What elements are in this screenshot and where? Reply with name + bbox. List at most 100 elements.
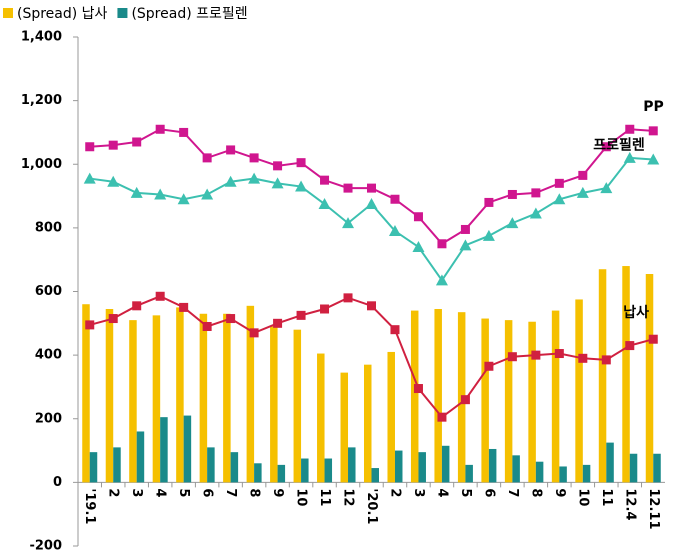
marker bbox=[484, 197, 494, 207]
marker bbox=[437, 239, 447, 249]
marker bbox=[529, 207, 542, 219]
bar bbox=[394, 450, 403, 483]
bar bbox=[348, 447, 356, 483]
marker bbox=[85, 320, 95, 330]
marker bbox=[554, 178, 564, 188]
marker bbox=[108, 140, 118, 150]
legend-label: (Spread) 프로필렌 bbox=[131, 6, 247, 22]
marker bbox=[295, 180, 308, 192]
marker bbox=[601, 355, 611, 365]
marker bbox=[154, 188, 167, 200]
marker bbox=[507, 352, 517, 362]
marker bbox=[367, 183, 376, 193]
marker bbox=[412, 240, 425, 252]
bar bbox=[504, 320, 513, 483]
bar bbox=[277, 464, 286, 483]
bar bbox=[418, 452, 426, 483]
bar bbox=[441, 445, 450, 483]
marker bbox=[249, 328, 259, 338]
x-tick-label: '20.1 bbox=[364, 488, 379, 524]
x-tick-label: 7 bbox=[223, 488, 238, 497]
y-tick-label: -200 bbox=[29, 539, 62, 553]
bar bbox=[301, 458, 309, 483]
x-tick-label: 9 bbox=[270, 488, 285, 497]
marker bbox=[367, 301, 376, 311]
marker bbox=[390, 325, 400, 335]
marker bbox=[554, 349, 564, 359]
marker bbox=[460, 395, 470, 405]
marker bbox=[343, 183, 353, 193]
marker bbox=[318, 198, 331, 210]
bar bbox=[528, 321, 536, 483]
marker bbox=[179, 302, 189, 312]
marker bbox=[249, 153, 259, 163]
x-tick-label: 12.11 bbox=[646, 488, 661, 529]
marker bbox=[553, 193, 566, 205]
marker bbox=[482, 229, 495, 241]
marker bbox=[130, 186, 143, 198]
bar bbox=[89, 452, 98, 483]
bar bbox=[434, 308, 442, 483]
x-tick-label: 6 bbox=[200, 488, 215, 497]
marker bbox=[601, 142, 611, 152]
marker bbox=[390, 194, 400, 204]
marker bbox=[506, 217, 519, 229]
marker bbox=[578, 170, 588, 180]
marker bbox=[435, 274, 448, 286]
marker bbox=[107, 175, 120, 187]
marker bbox=[177, 193, 190, 205]
marker bbox=[531, 188, 541, 198]
x-tick-label: 11 bbox=[599, 488, 614, 506]
marker bbox=[342, 217, 355, 229]
marker bbox=[647, 153, 660, 165]
marker bbox=[132, 301, 142, 311]
line bbox=[89, 156, 654, 283]
marker bbox=[296, 310, 306, 320]
bar bbox=[622, 266, 630, 483]
x-tick-label: 2 bbox=[387, 488, 402, 497]
y-tick-label: 1,400 bbox=[21, 30, 62, 45]
bar bbox=[559, 466, 567, 483]
marker bbox=[132, 137, 142, 147]
x-tick-label: 2 bbox=[106, 488, 121, 497]
marker bbox=[271, 177, 284, 189]
marker bbox=[273, 318, 283, 328]
bar bbox=[481, 318, 489, 483]
marker bbox=[460, 224, 470, 234]
x-tick-label: '19.1 bbox=[82, 488, 97, 524]
marker bbox=[648, 126, 658, 136]
bar bbox=[152, 315, 161, 483]
bar bbox=[270, 326, 278, 483]
marker bbox=[202, 321, 212, 331]
marker bbox=[273, 161, 283, 171]
y-tick-label: 1,000 bbox=[21, 157, 62, 172]
marker bbox=[437, 412, 447, 422]
marker bbox=[413, 384, 423, 394]
x-tick-label: 8 bbox=[528, 488, 543, 497]
y-tick-label: 1,200 bbox=[21, 93, 62, 108]
bar bbox=[645, 274, 654, 483]
marker bbox=[648, 334, 658, 344]
marker bbox=[320, 175, 330, 185]
y-tick-label: 200 bbox=[35, 411, 62, 426]
x-tick-label: 4 bbox=[153, 488, 168, 497]
bar bbox=[113, 447, 121, 483]
bar bbox=[653, 453, 661, 483]
marker bbox=[413, 212, 423, 222]
marker bbox=[600, 182, 613, 194]
bar bbox=[371, 468, 379, 483]
marker bbox=[108, 314, 118, 324]
bar bbox=[512, 455, 520, 483]
bar bbox=[340, 372, 349, 483]
marker bbox=[625, 124, 635, 134]
bar bbox=[207, 447, 215, 483]
bar bbox=[629, 453, 638, 483]
x-tick-label: 12.4 bbox=[622, 488, 637, 520]
x-tick-label: 6 bbox=[481, 488, 496, 497]
y-tick-label: 400 bbox=[35, 348, 62, 363]
marker bbox=[365, 198, 378, 210]
marker bbox=[224, 175, 237, 187]
bar bbox=[598, 269, 607, 483]
line-label: PP bbox=[643, 99, 664, 115]
bar bbox=[136, 431, 145, 483]
